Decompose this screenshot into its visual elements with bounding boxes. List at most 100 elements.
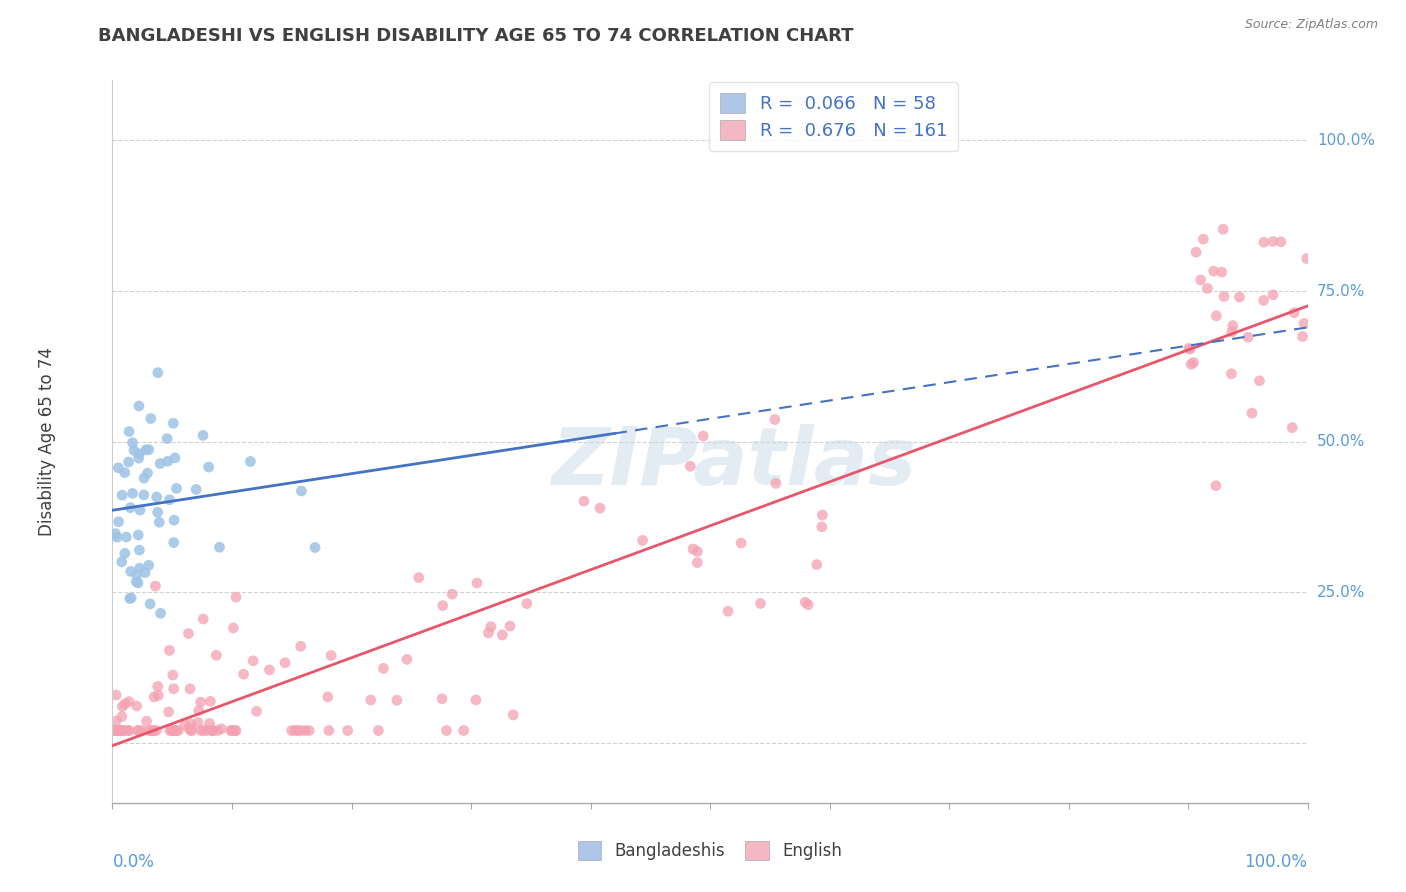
Text: 75.0%: 75.0%: [1317, 284, 1365, 299]
Point: [122, 443, 145, 458]
Point: [142, 723, 165, 738]
Point: [117, 455, 139, 469]
Point: [195, 723, 218, 738]
Point: [360, 693, 382, 707]
Point: [491, 628, 513, 642]
Point: [806, 558, 828, 572]
Point: [149, 457, 172, 471]
Point: [145, 490, 167, 504]
Point: [259, 663, 281, 677]
Point: [117, 723, 139, 738]
Point: [166, 482, 188, 496]
Point: [120, 565, 142, 579]
Point: [200, 694, 222, 708]
Point: [207, 723, 229, 738]
Text: 100.0%: 100.0%: [1244, 854, 1308, 871]
Point: [138, 723, 160, 738]
Point: [1178, 342, 1201, 356]
Point: [128, 543, 150, 558]
Point: [190, 695, 212, 709]
Point: [1212, 222, 1234, 236]
Point: [111, 723, 134, 738]
Point: [1291, 329, 1313, 343]
Point: [298, 723, 321, 738]
Point: [1205, 309, 1227, 323]
Point: [139, 597, 162, 611]
Point: [794, 595, 817, 609]
Point: [125, 698, 148, 713]
Point: [1185, 245, 1208, 260]
Text: 100.0%: 100.0%: [1317, 133, 1375, 148]
Point: [225, 590, 247, 604]
Point: [274, 656, 297, 670]
Point: [198, 716, 221, 731]
Point: [385, 693, 408, 707]
Point: [115, 530, 138, 544]
Point: [408, 571, 430, 585]
Point: [148, 688, 170, 702]
Point: [193, 723, 215, 738]
Point: [225, 723, 247, 738]
Point: [190, 723, 212, 738]
Point: [149, 607, 172, 621]
Point: [465, 576, 488, 591]
Point: [1180, 357, 1202, 371]
Point: [146, 366, 169, 380]
Point: [112, 723, 135, 738]
Point: [146, 680, 169, 694]
Point: [730, 536, 752, 550]
Point: [765, 476, 787, 491]
Point: [110, 723, 132, 738]
Point: [1205, 479, 1227, 493]
Point: [142, 723, 165, 738]
Point: [186, 483, 208, 497]
Point: [430, 691, 453, 706]
Point: [139, 411, 162, 425]
Point: [138, 558, 160, 573]
Point: [118, 591, 141, 606]
Point: [1281, 420, 1303, 434]
Point: [125, 574, 148, 589]
Point: [111, 699, 134, 714]
Point: [162, 723, 184, 738]
Point: [146, 505, 169, 519]
Point: [304, 541, 326, 555]
Point: [141, 723, 163, 738]
Point: [1229, 290, 1251, 304]
Point: [108, 723, 131, 738]
Point: [294, 723, 316, 738]
Point: [686, 556, 709, 570]
Point: [205, 648, 228, 663]
Point: [287, 723, 309, 738]
Point: [131, 723, 153, 738]
Point: [201, 723, 224, 738]
Point: [516, 597, 538, 611]
Point: [132, 471, 155, 485]
Point: [692, 429, 714, 443]
Point: [134, 566, 156, 580]
Point: [120, 500, 142, 515]
Point: [107, 723, 129, 738]
Point: [162, 723, 184, 738]
Point: [477, 626, 499, 640]
Point: [1249, 374, 1271, 388]
Point: [114, 466, 136, 480]
Point: [1240, 406, 1263, 420]
Point: [105, 714, 128, 728]
Point: [749, 597, 772, 611]
Point: [103, 723, 125, 738]
Point: [111, 488, 134, 502]
Point: [118, 425, 141, 439]
Point: [1211, 265, 1233, 279]
Point: [180, 717, 202, 731]
Point: [187, 715, 209, 730]
Point: [763, 412, 786, 426]
Point: [631, 533, 654, 548]
Point: [159, 723, 181, 738]
Point: [1197, 281, 1219, 295]
Point: [197, 460, 219, 475]
Point: [118, 723, 141, 738]
Point: [239, 454, 262, 468]
Point: [589, 501, 612, 516]
Point: [432, 599, 454, 613]
